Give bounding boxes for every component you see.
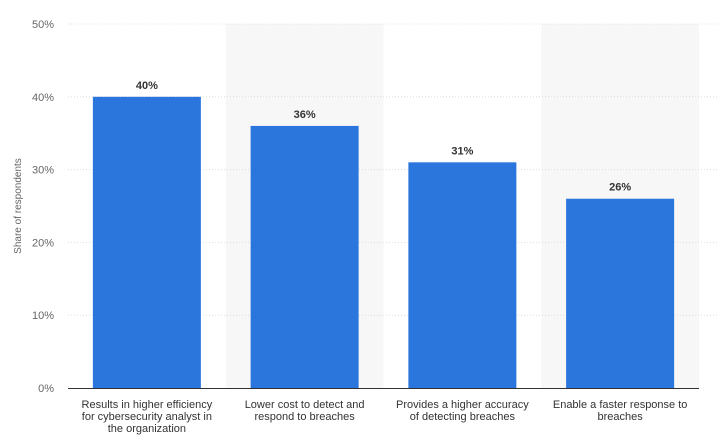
x-category-label-line: breaches (597, 411, 643, 423)
y-tick-label: 30% (32, 165, 54, 177)
y-tick-label: 10% (32, 310, 54, 322)
x-category-label: Lower cost to detect and respond to breac… (245, 399, 365, 423)
y-axis-ticks: 0% 10% 20% 30% 40% 50% (32, 19, 54, 395)
data-labels: 40% 36% 31% 26% (136, 80, 631, 194)
bars (92, 96, 675, 389)
x-category-label-line: respond to breaches (254, 411, 355, 423)
x-category-label-line: for cybersecurity analyst in (82, 411, 212, 423)
x-category-label: Provides a higher accuracy of detecting b… (396, 399, 529, 423)
data-label: 26% (609, 182, 631, 194)
x-category-label-line: the organization (108, 423, 186, 435)
bar (408, 162, 517, 388)
x-category-label: Results in higher efficiency for cybersec… (82, 399, 213, 435)
x-category-label-line: Lower cost to detect and (245, 399, 365, 411)
x-category-label-line: Provides a higher accuracy (396, 399, 529, 411)
y-tick-label: 0% (38, 383, 54, 395)
data-label: 40% (136, 80, 158, 92)
x-axis-categories: Results in higher efficiency for cybersec… (82, 399, 688, 435)
y-axis-label: Share of respondents (13, 158, 24, 254)
x-category-label-line: Enable a faster response to (553, 399, 688, 411)
bar (566, 198, 675, 388)
y-tick-label: 40% (32, 92, 54, 104)
bar (250, 125, 359, 389)
x-category-label-line: Results in higher efficiency (82, 399, 213, 411)
x-category-label: Enable a faster response to breaches (553, 399, 688, 423)
x-category-label-line: of detecting breaches (410, 411, 516, 423)
data-label: 36% (294, 109, 316, 121)
data-label: 31% (451, 145, 473, 157)
y-tick-label: 20% (32, 237, 54, 249)
y-tick-label: 50% (32, 19, 54, 31)
bar (92, 96, 201, 389)
